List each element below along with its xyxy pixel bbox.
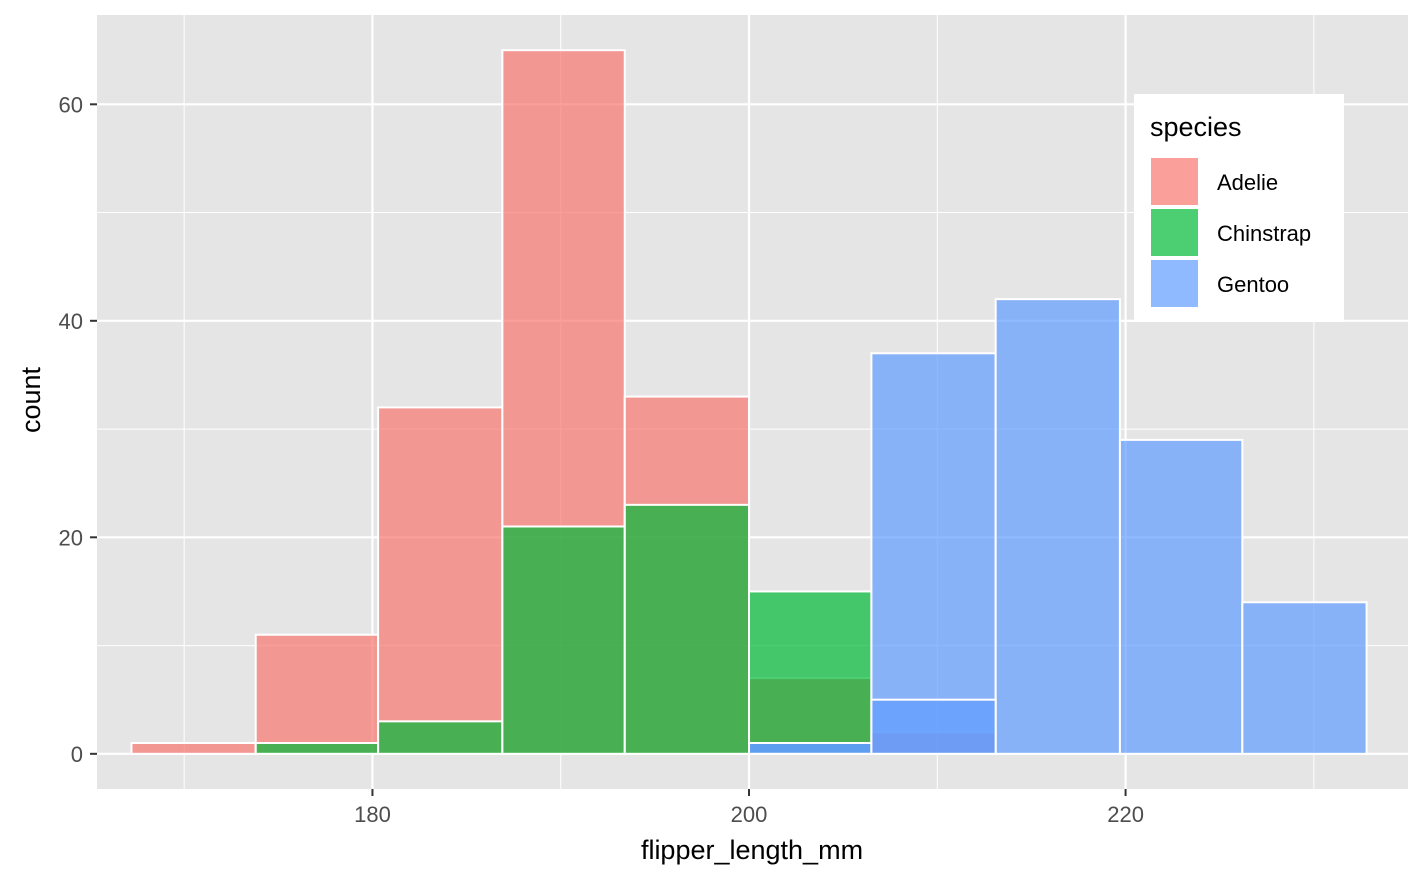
legend-key-gentoo [1149, 258, 1200, 309]
bar-adelie [130, 741, 257, 755]
y-tick-label: 40 [59, 309, 83, 334]
y-tick-label: 60 [59, 92, 83, 117]
legend-key-adelie [1149, 156, 1200, 207]
x-axis: 180 200 220 [354, 789, 1144, 827]
bar-gentoo [994, 298, 1121, 755]
histogram-bars [130, 49, 1368, 755]
x-axis-title: flipper_length_mm [641, 835, 863, 865]
bar-gentoo [1241, 601, 1368, 755]
bar-chinstrap [501, 525, 626, 755]
legend-title: species [1150, 112, 1242, 142]
legend-label-adelie: Adelie [1217, 170, 1278, 195]
legend: species Adelie Chinstrap Gentoo [1134, 94, 1344, 322]
bar-gentoo [870, 352, 997, 755]
legend-items: Adelie Chinstrap Gentoo [1149, 156, 1311, 309]
bar-adelie [377, 406, 504, 755]
legend-label-gentoo: Gentoo [1217, 272, 1289, 297]
y-axis: 0 20 40 60 [59, 92, 97, 767]
legend-label-chinstrap: Chinstrap [1217, 221, 1311, 246]
y-axis-title: count [16, 366, 46, 433]
legend-key-chinstrap [1149, 207, 1200, 258]
bar-gentoo-overlap [870, 698, 997, 755]
y-tick-label: 20 [59, 525, 83, 550]
bar-chinstrap [748, 590, 873, 755]
bar-chinstrap [254, 741, 380, 755]
x-tick-label: 220 [1107, 802, 1144, 827]
bar-adelie [254, 633, 380, 755]
x-tick-label: 200 [731, 802, 768, 827]
bar-chinstrap [377, 720, 504, 755]
y-tick-label: 0 [71, 742, 83, 767]
bar-gentoo-overlap [748, 741, 873, 755]
bar-chinstrap [623, 503, 751, 755]
bar-gentoo [1118, 438, 1244, 755]
x-tick-label: 180 [354, 802, 391, 827]
